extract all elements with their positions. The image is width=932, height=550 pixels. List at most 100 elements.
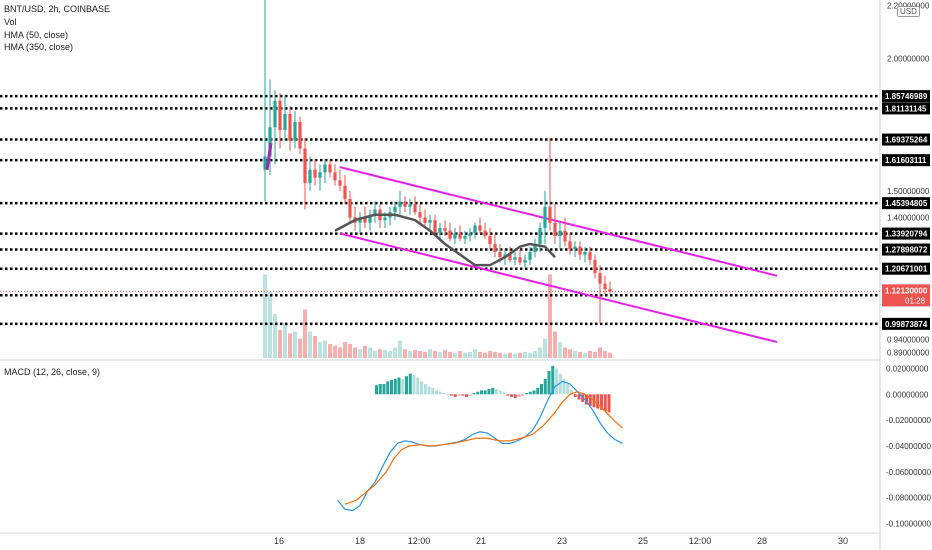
candle-body <box>508 254 512 260</box>
macd-label: MACD (12, 26, close, 9) <box>4 367 101 377</box>
volume-bar <box>578 351 582 358</box>
volume-bar <box>503 353 507 358</box>
volume-bar <box>463 352 467 358</box>
y-tick-label: 0.89000000 <box>887 349 930 358</box>
macd-histogram-bar <box>453 394 457 397</box>
macd-histogram-bar <box>588 394 592 406</box>
candle-body <box>283 114 287 130</box>
candle-body <box>523 259 527 263</box>
candle-body <box>288 114 292 141</box>
level-badge <box>882 262 930 275</box>
volume-bar <box>358 349 362 358</box>
macd-histogram-bar <box>476 391 480 395</box>
candle-body <box>293 121 297 141</box>
candle-body <box>373 209 377 215</box>
candle-body <box>278 100 282 130</box>
candle-body <box>493 243 497 252</box>
macd-histogram-bar <box>547 371 551 395</box>
level-label: 1.61603111 <box>885 156 927 165</box>
macd-histogram-bar <box>603 394 607 412</box>
y-tick-label: 2.00000000 <box>887 54 930 63</box>
macd-histogram-bar <box>397 377 401 395</box>
level-label: 0.99873874 <box>885 320 928 329</box>
candle-body <box>403 201 407 207</box>
macd-histogram-bar <box>581 394 585 403</box>
candle-body <box>413 204 417 213</box>
price-channel <box>339 166 778 344</box>
candle-body <box>338 180 342 186</box>
hma-lines <box>265 142 556 267</box>
candle-body <box>308 169 312 183</box>
volume-bar <box>518 352 522 358</box>
macd-histogram-bar <box>393 378 397 395</box>
macd-histogram-bar <box>555 368 558 395</box>
macd-histogram-bar <box>487 389 491 395</box>
volume-bar <box>348 343 352 358</box>
candle-body <box>443 228 447 231</box>
volume-bar <box>593 351 597 358</box>
volume-bar <box>538 347 542 358</box>
y-tick-label: 1.50000000 <box>887 187 930 196</box>
volume-bar <box>283 322 287 358</box>
signal-line <box>344 391 623 505</box>
level-label: 1.45394805 <box>885 199 928 208</box>
candle-body <box>303 148 307 183</box>
candle-body <box>548 206 552 223</box>
macd-histogram-bar <box>510 394 513 397</box>
candle-body <box>398 201 402 207</box>
volume-bar <box>558 342 562 358</box>
volume-bar <box>513 353 517 358</box>
candle-body <box>473 225 477 234</box>
macd-panel: 0.02000000 0.00000000 -0.02000000 -0.040000… <box>337 364 931 529</box>
volume-bar <box>488 350 492 358</box>
grid <box>0 0 881 550</box>
candle-body <box>363 217 367 223</box>
volume-bar <box>428 349 432 358</box>
x-tick-label: 16 <box>274 536 284 546</box>
candle-body <box>468 233 472 237</box>
level-label: 1.33920794 <box>885 230 928 239</box>
macd-histogram-bar <box>498 390 502 395</box>
macd-histogram-bar <box>442 393 446 395</box>
macd-histogram-bar <box>423 383 427 395</box>
candle-body <box>393 206 397 213</box>
macd-histogram-bar <box>390 380 393 395</box>
macd-histogram-bar <box>378 383 382 395</box>
candle-body <box>528 251 532 260</box>
level-badge <box>882 227 930 240</box>
volume-bar <box>598 347 602 358</box>
macd-histogram-bar <box>416 377 420 395</box>
macd-histogram-bar <box>596 394 600 409</box>
macd-histogram-bar <box>562 378 566 395</box>
channel-upper-line <box>339 166 778 277</box>
candle-body <box>458 233 462 239</box>
macd-histogram-bar <box>408 373 412 395</box>
macd-histogram-bar <box>375 385 378 395</box>
volume-bar <box>353 347 357 358</box>
volume-bar <box>438 351 442 358</box>
volume-bar <box>303 309 307 358</box>
volume-bar <box>338 347 342 358</box>
candle-body <box>583 251 587 255</box>
macd-histogram-bar <box>483 390 487 395</box>
x-tick-label: 23 <box>557 536 567 546</box>
hma50-line <box>334 213 556 267</box>
macd-histogram-bar <box>577 394 581 400</box>
macd-histogram-bar <box>420 381 423 395</box>
candle-body <box>478 225 482 231</box>
macd-histogram-bar <box>386 381 390 395</box>
macd-histogram-bar <box>401 378 405 395</box>
macd-histogram-bar <box>506 394 510 396</box>
candle-body <box>518 257 522 263</box>
volume-bar <box>583 352 587 358</box>
current-price-value: 1.12130000 <box>885 286 928 295</box>
macd-histogram-bar <box>517 394 521 397</box>
currency-badge[interactable]: USD <box>897 6 920 17</box>
volume-bar <box>403 349 407 358</box>
bar-countdown: 01:28 <box>905 296 926 305</box>
candle-body <box>343 185 347 199</box>
macd-histogram-bar <box>405 376 408 395</box>
